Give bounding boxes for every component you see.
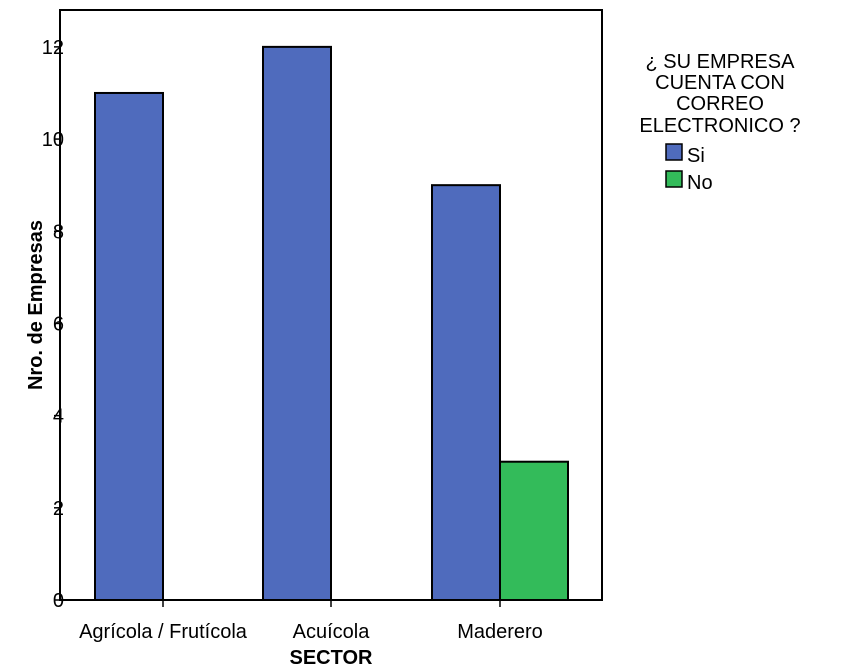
y-tick-label: 2 bbox=[53, 498, 64, 520]
legend-title-line-2: CUENTA CON bbox=[655, 72, 785, 94]
legend-title-line-4: ELECTRONICO ? bbox=[639, 115, 800, 137]
legend-label-si: Si bbox=[687, 145, 705, 167]
y-tick-label: 8 bbox=[53, 221, 64, 243]
x-tick-label: Acuícola bbox=[293, 621, 371, 643]
bar-si-0 bbox=[94, 91, 164, 601]
x-tick-label: Maderero bbox=[457, 621, 543, 643]
x-axis-title: SECTOR bbox=[290, 647, 374, 669]
y-tick-label: 12 bbox=[42, 37, 64, 59]
bars-group bbox=[94, 45, 569, 601]
legend-swatch-no bbox=[665, 170, 683, 188]
legend-title-line-1: ¿ SU EMPRESA bbox=[646, 51, 796, 73]
bar-no-2 bbox=[499, 460, 569, 601]
legend-label-no: No bbox=[687, 172, 713, 194]
y-tick-label: 10 bbox=[42, 129, 64, 151]
y-tick-label: 0 bbox=[53, 590, 64, 612]
y-tick-label: 6 bbox=[53, 313, 64, 335]
bar-si-1 bbox=[262, 45, 332, 601]
x-tick-label: Agrícola / Frutícola bbox=[79, 621, 248, 643]
legend-swatch-si bbox=[665, 143, 683, 161]
y-axis-title: Nro. de Empresas bbox=[25, 220, 47, 390]
y-axis: 0 2 4 6 8 10 12 bbox=[42, 37, 64, 612]
y-tick-label: 4 bbox=[53, 406, 64, 428]
x-axis: Agrícola / Frutícola Acuícola Maderero bbox=[79, 600, 543, 643]
legend: ¿ SU EMPRESA CUENTA CON CORREO ELECTRONI… bbox=[639, 51, 800, 194]
bar-si-2 bbox=[431, 184, 501, 601]
legend-title-line-3: CORREO bbox=[676, 93, 764, 115]
